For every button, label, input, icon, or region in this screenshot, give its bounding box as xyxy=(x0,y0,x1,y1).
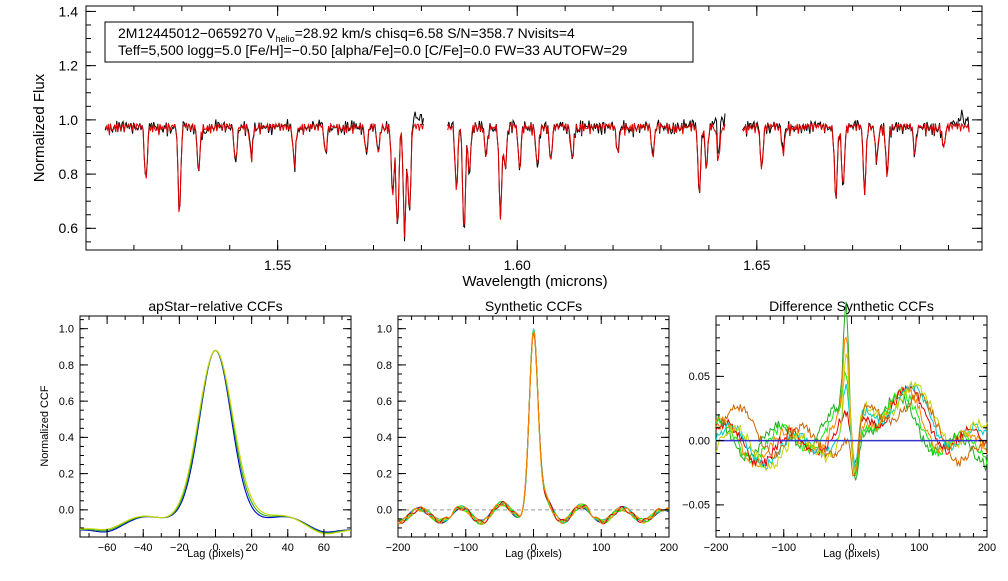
y-tick-label: 0.0 xyxy=(59,505,74,517)
ccf-synthetic-series-5 xyxy=(397,331,670,525)
y-tick-label: 1.0 xyxy=(59,112,79,128)
x-tick-label: 100 xyxy=(592,542,610,554)
model-spectrum-chip-2 xyxy=(447,122,726,227)
ccf-synthetic-series-2 xyxy=(397,327,670,525)
x-tick-label: 0 xyxy=(212,542,218,554)
ccf-apstar-series-3 xyxy=(79,349,352,535)
x-tick-label: 1.60 xyxy=(504,257,531,273)
spectrum-curves xyxy=(104,109,970,242)
x-tick-label: 100 xyxy=(910,542,928,554)
info-line-1-prefix: 2M12445012−0659270 V xyxy=(118,25,276,41)
ccf-difference-xlabel: Lag (pixels) xyxy=(823,548,880,560)
x-tick-label: 200 xyxy=(660,542,678,554)
y-tick-label: 0.05 xyxy=(689,371,710,383)
y-tick-label: 0.8 xyxy=(377,360,392,372)
y-tick-label: 0.6 xyxy=(59,220,79,236)
ccf-synthetic-frame xyxy=(397,315,670,538)
y-tick-label: 1.2 xyxy=(59,58,79,74)
info-line-1-suffix: =28.92 km/s chisq=6.58 S/N=358.7 Nvisits… xyxy=(295,25,575,41)
x-tick-label: −40 xyxy=(134,542,153,554)
ccf-synthetic-series-4 xyxy=(397,329,670,525)
x-tick-label: −100 xyxy=(771,542,796,554)
observed-spectrum-chip-2 xyxy=(447,113,726,229)
ccf-synthetic-panel: −200 −100 0 100 200 0.0 0.2 0.4 0.6 0.8 1.0 Synthe… xyxy=(377,298,678,560)
ccf-apstar-ylabel: Normalized CCF xyxy=(39,385,51,467)
ccf-apstar-curves xyxy=(79,349,352,535)
x-tick-label: 40 xyxy=(282,542,294,554)
model-spectrum-chip-3 xyxy=(742,122,970,198)
y-tick-label: 0.00 xyxy=(689,435,710,447)
x-tick-label: −100 xyxy=(453,542,478,554)
x-tick-label: 60 xyxy=(318,542,330,554)
spectrum-frame xyxy=(85,5,983,251)
ccf-difference-series-7 xyxy=(715,392,988,477)
ccf-apstar-ticks: −60 −40 −20 0 20 40 60 0.0 0.2 0.4 0.6 0.8 1.0 xyxy=(59,316,351,554)
y-tick-label: 0.4 xyxy=(377,432,392,444)
ccf-synthetic-ticks: −200 −100 0 100 200 0.0 0.2 0.4 0.6 0.8 1.0 xyxy=(377,316,678,554)
info-line-1-subscript: helio xyxy=(276,34,295,44)
y-tick-label: 0.8 xyxy=(59,166,79,182)
info-line-1: 2M12445012−0659270 Vhelio=28.92 km/s chi… xyxy=(118,25,575,44)
x-tick-label: 0 xyxy=(530,542,536,554)
y-tick-label: 0.6 xyxy=(377,396,392,408)
ccf-apstar-title: apStar−relative CCFs xyxy=(148,298,282,314)
ccf-synthetic-curves xyxy=(397,327,670,525)
y-tick-label: 0.0 xyxy=(377,505,392,517)
x-tick-label: 0 xyxy=(848,542,854,554)
ccf-difference-title: Difference Synthetic CCFs xyxy=(769,298,934,314)
ccf-apstar-series-1 xyxy=(79,349,352,533)
x-tick-label: −200 xyxy=(704,542,729,554)
x-tick-label: 1.65 xyxy=(743,257,770,273)
y-tick-label: −0.05 xyxy=(682,500,710,512)
ccf-difference-panel: −200 −100 0 100 200 −0.05 0.00 0.05 Difference … xyxy=(682,298,996,560)
x-tick-label: 1.55 xyxy=(264,257,291,273)
info-line-2: Teff=5,500 logg=5.0 [Fe/H]=−0.50 [alpha/… xyxy=(118,42,627,58)
y-tick-label: 0.6 xyxy=(59,396,74,408)
spectrum-ylabel: Normalized Flux xyxy=(31,73,48,182)
spectrum-ticks: 1.55 1.60 1.65 0.6 0.8 1.0 1.2 1.4 xyxy=(59,3,982,273)
x-tick-label: 20 xyxy=(246,542,258,554)
info-box xyxy=(104,21,694,63)
ccf-synthetic-series-7 xyxy=(397,331,670,525)
y-tick-label: 1.0 xyxy=(59,324,74,336)
spectrum-panel: 1.55 1.60 1.65 0.6 0.8 1.0 1.2 1.4 2M12445012−0… xyxy=(31,3,983,290)
observed-spectrum-chip-3 xyxy=(742,109,970,199)
x-tick-label: 200 xyxy=(978,542,996,554)
ccf-synthetic-series-6 xyxy=(397,332,670,525)
model-spectrum-chip-1 xyxy=(104,121,425,237)
x-tick-label: −200 xyxy=(386,542,411,554)
y-tick-label: 0.2 xyxy=(377,468,392,480)
ccf-difference-ticks: −200 −100 0 100 200 −0.05 0.00 0.05 xyxy=(682,316,996,554)
ccf-difference-curves xyxy=(715,301,988,481)
y-tick-label: 0.8 xyxy=(59,360,74,372)
ccf-apstar-frame xyxy=(79,315,352,538)
y-tick-label: 1.0 xyxy=(377,324,392,336)
y-tick-label: 0.2 xyxy=(59,468,74,480)
ccf-apstar-series-2 xyxy=(79,349,352,534)
x-tick-label: −60 xyxy=(98,542,117,554)
ccf-apstar-panel: −60 −40 −20 0 20 40 60 0.0 0.2 0.4 0.6 0.8 1.0 apSta… xyxy=(39,298,352,560)
ccf-synthetic-title: Synthetic CCFs xyxy=(485,298,582,314)
y-tick-label: 0.4 xyxy=(59,432,74,444)
ccf-synthetic-series-1 xyxy=(397,329,670,524)
ccf-synthetic-series-3 xyxy=(397,327,670,525)
ccf-difference-series-6 xyxy=(715,353,988,473)
x-tick-label: −20 xyxy=(170,542,189,554)
ccf-apstar-xlabel: Lag (pixels) xyxy=(187,548,244,560)
y-tick-label: 1.4 xyxy=(59,3,79,19)
spectrum-xlabel: Wavelength (microns) xyxy=(462,273,607,290)
ccf-synthetic-xlabel: Lag (pixels) xyxy=(505,548,562,560)
